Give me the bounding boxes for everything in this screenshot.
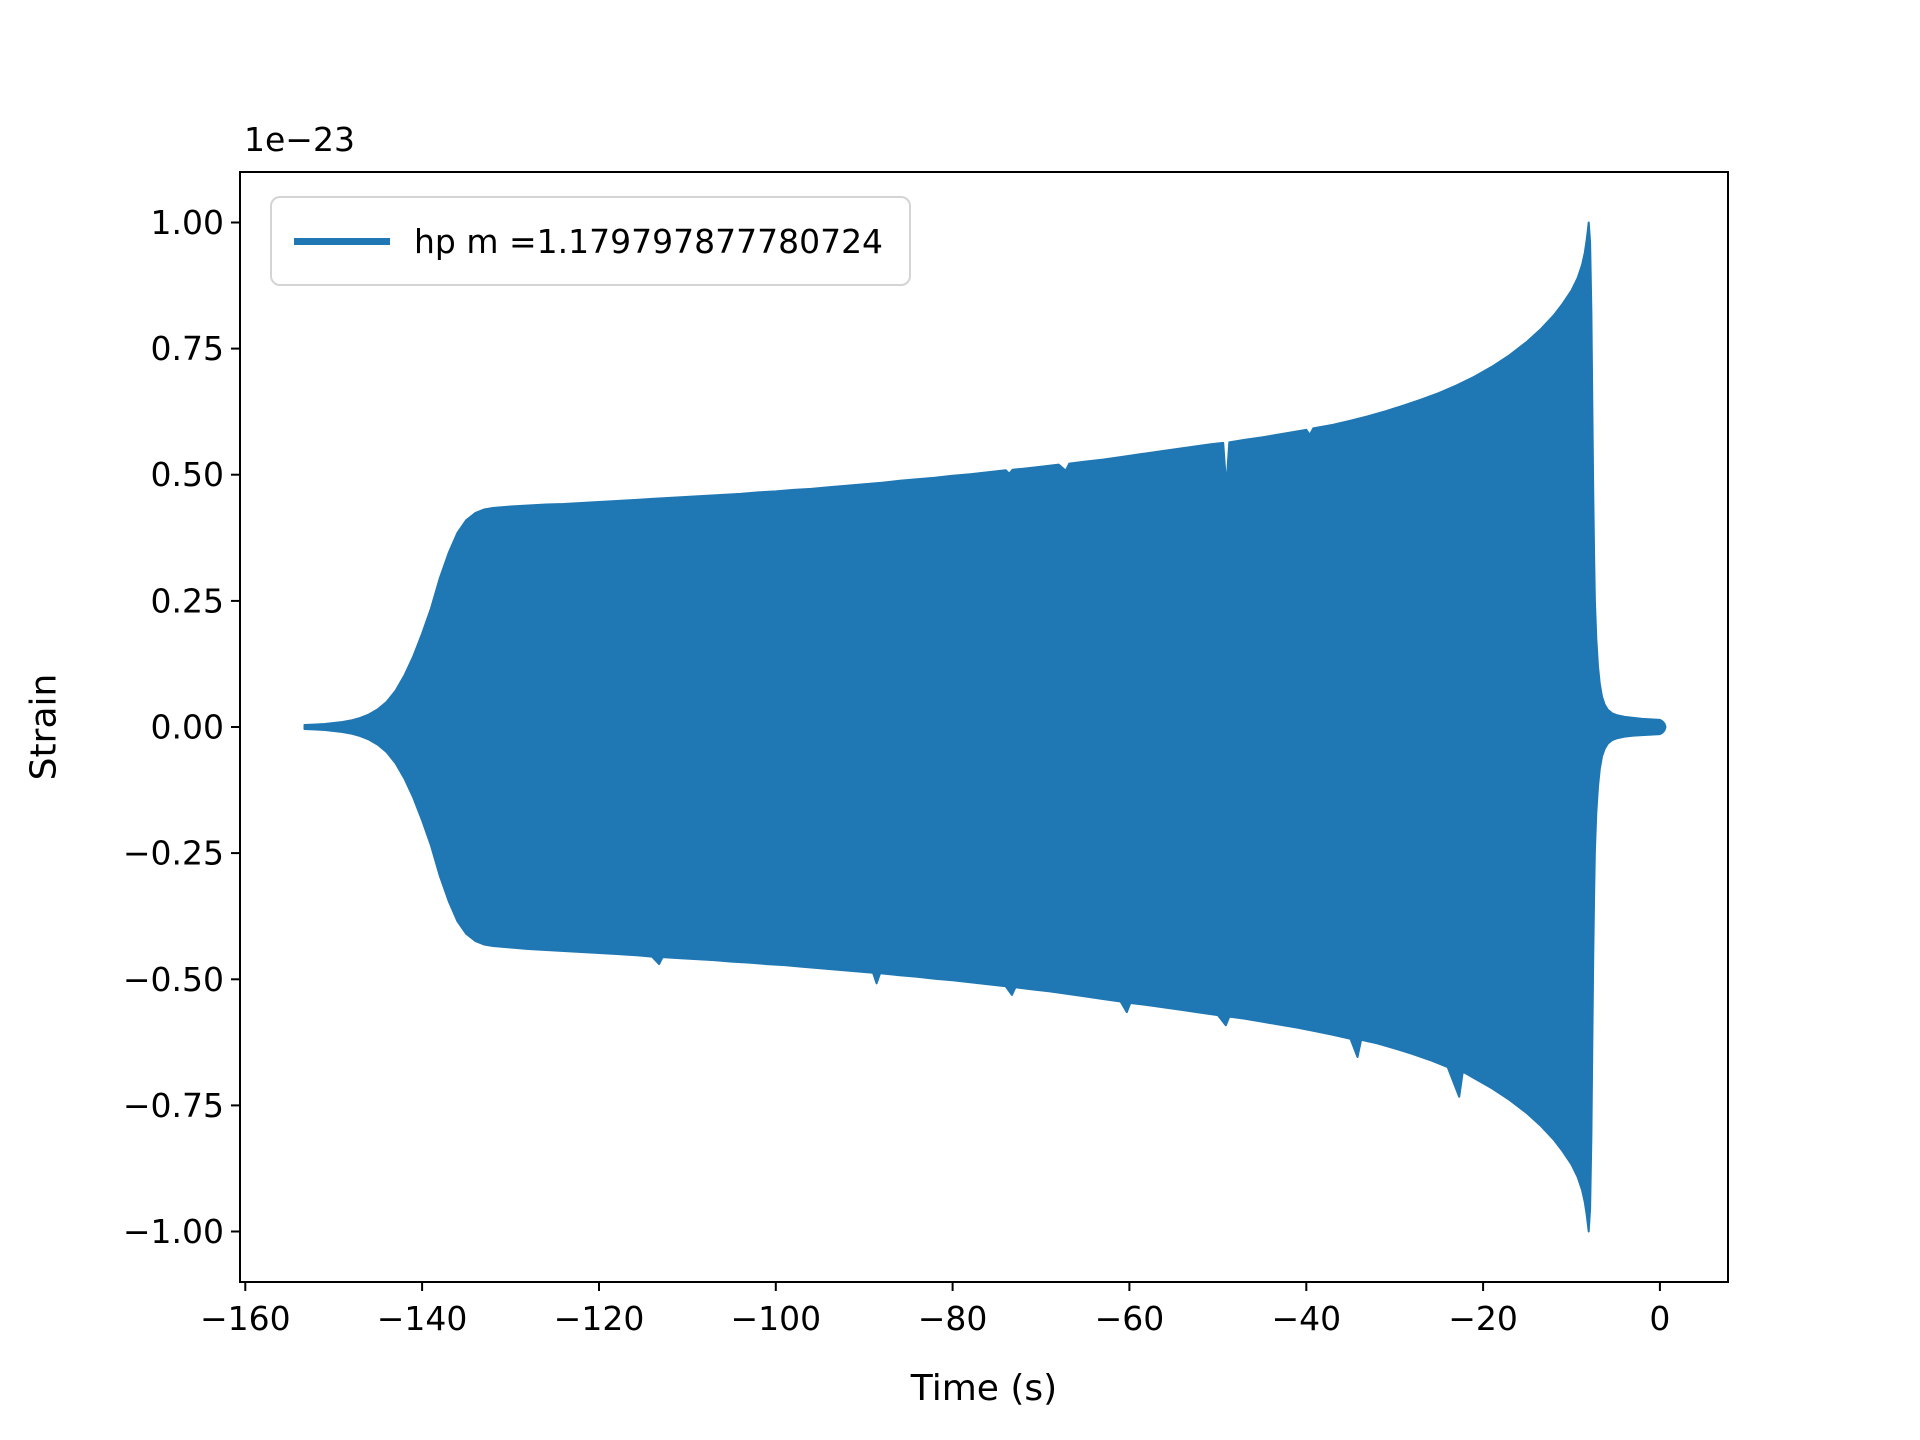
y-tick-label: 0.00 — [151, 708, 224, 747]
y-tick-label: −1.00 — [123, 1212, 224, 1251]
x-tick-label: −100 — [730, 1299, 821, 1338]
legend: hp m =1.179797877780724 — [270, 196, 912, 286]
x-tick-label: −80 — [918, 1299, 988, 1338]
legend-label: hp m =1.179797877780724 — [414, 221, 884, 261]
x-tick-label: −120 — [554, 1299, 645, 1338]
y-tick-label: 0.75 — [151, 329, 224, 368]
x-tick-label: −40 — [1271, 1299, 1341, 1338]
strain-waveform — [303, 221, 1667, 1233]
y-axis-title: Strain — [23, 673, 65, 781]
y-tick-label: 1.00 — [151, 203, 224, 242]
x-tick-label: −140 — [377, 1299, 468, 1338]
x-tick-label: −20 — [1448, 1299, 1518, 1338]
x-axis-title: Time (s) — [910, 1368, 1058, 1409]
y-tick-label: 0.50 — [151, 455, 224, 494]
y-tick-label: −0.50 — [123, 960, 224, 999]
y-tick-label: −0.75 — [123, 1086, 224, 1125]
axes-spines — [239, 171, 1729, 1283]
legend-line-sample — [294, 237, 390, 245]
x-tick-label: −60 — [1095, 1299, 1165, 1338]
x-tick-label: 0 — [1649, 1299, 1670, 1338]
y-tick-label: 0.25 — [151, 581, 224, 620]
x-tick-label: −160 — [200, 1299, 291, 1338]
y-tick-label: −0.25 — [123, 834, 224, 873]
y-axis-offset-label: 1e−23 — [244, 120, 355, 159]
